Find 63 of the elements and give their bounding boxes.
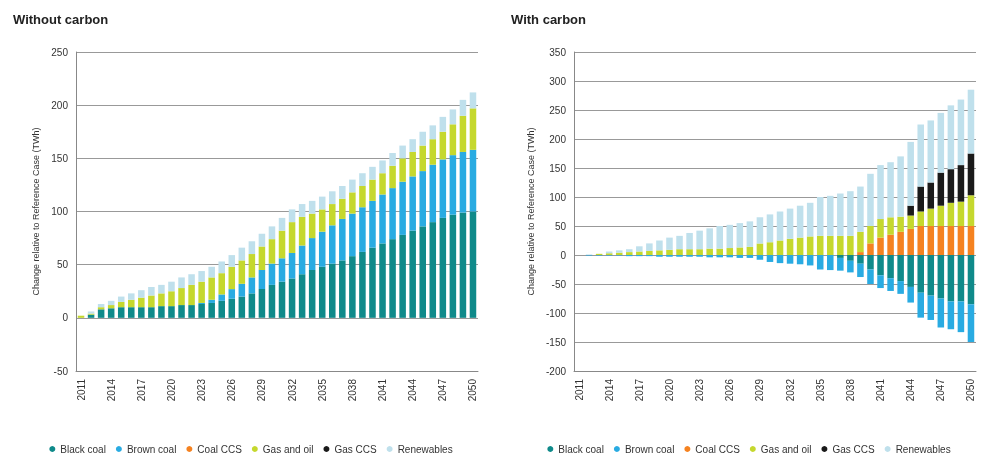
x-tick-label: 2032 (784, 378, 796, 402)
legend-label: Gas and oil (760, 443, 812, 455)
y-axis-title: Change relative to Reference Case (TWh) (30, 127, 41, 296)
x-tick-label: 2023 (694, 378, 706, 402)
x-tick-label: 2047 (437, 378, 449, 402)
x-tick-label: 2032 (286, 378, 298, 402)
y-tick-label: 50 (56, 259, 69, 271)
x-tick-label: 2029 (256, 378, 268, 402)
y-tick-label: 50 (554, 220, 567, 232)
x-tick-label: 2035 (316, 378, 328, 402)
x-tick-label: 2020 (165, 378, 177, 402)
legend-label: Gas and oil (262, 443, 314, 455)
x-tick-label: 2011 (573, 378, 585, 401)
x-tick-label: 2050 (965, 378, 977, 402)
x-tick-label: 2026 (226, 378, 238, 402)
y-tick-label: 0 (560, 249, 567, 261)
legend-label: Black coal (558, 443, 604, 455)
legend-label: Renewables (397, 443, 453, 455)
legend-label: Coal CCS (197, 443, 243, 455)
chart-title: With carbon (511, 12, 587, 27)
y-tick-label: 300 (549, 75, 567, 87)
y-tick-label: -50 (53, 365, 69, 377)
y-tick-label: 100 (549, 191, 567, 203)
y-axis-title: Change relative to Reference Case (TWh) (525, 127, 536, 296)
legend-label: Gas CCS (334, 443, 377, 455)
y-tick-label: 0 (62, 312, 69, 324)
x-tick-label: 2011 (75, 378, 87, 401)
y-tick-label: 200 (51, 99, 69, 111)
y-tick-label: 350 (549, 46, 567, 58)
x-tick-label: 2041 (875, 378, 887, 402)
legend-label: Brown coal (126, 443, 177, 455)
x-tick-label: 2023 (196, 378, 208, 402)
x-tick-label: 2044 (407, 378, 419, 402)
y-tick-label: 200 (549, 133, 567, 145)
x-tick-label: 2035 (814, 378, 826, 402)
x-tick-label: 2017 (135, 378, 147, 402)
y-tick-label: 250 (549, 104, 567, 116)
y-tick-label: -50 (551, 278, 567, 290)
y-tick-label: 150 (549, 162, 567, 174)
legend-label: Black coal (60, 443, 106, 455)
x-tick-label: 2038 (844, 378, 856, 402)
legend-label: Gas CCS (832, 443, 875, 455)
chart-title: Without carbon (13, 12, 109, 27)
x-tick-label: 2026 (724, 378, 736, 402)
x-tick-label: 2017 (633, 378, 645, 402)
x-tick-label: 2014 (603, 378, 615, 402)
y-tick-label: -150 (545, 336, 567, 348)
x-tick-label: 2029 (754, 378, 766, 402)
x-tick-label: 2038 (346, 378, 358, 402)
y-tick-label: 100 (51, 206, 69, 217)
x-tick-label: 2020 (663, 378, 675, 402)
y-tick-label: -200 (545, 365, 567, 377)
x-tick-label: 2047 (935, 378, 947, 402)
x-tick-label: 2044 (905, 378, 917, 402)
x-tick-label: 2041 (377, 378, 389, 402)
legend-label: Renewables (895, 443, 951, 455)
legend-label: Brown coal (624, 443, 675, 455)
x-tick-label: 2050 (467, 378, 479, 402)
y-tick-label: 250 (51, 46, 69, 58)
y-tick-label: 150 (51, 152, 69, 164)
x-tick-label: 2014 (105, 378, 117, 402)
y-tick-label: -100 (545, 307, 567, 319)
legend-label: Coal CCS (695, 443, 741, 455)
